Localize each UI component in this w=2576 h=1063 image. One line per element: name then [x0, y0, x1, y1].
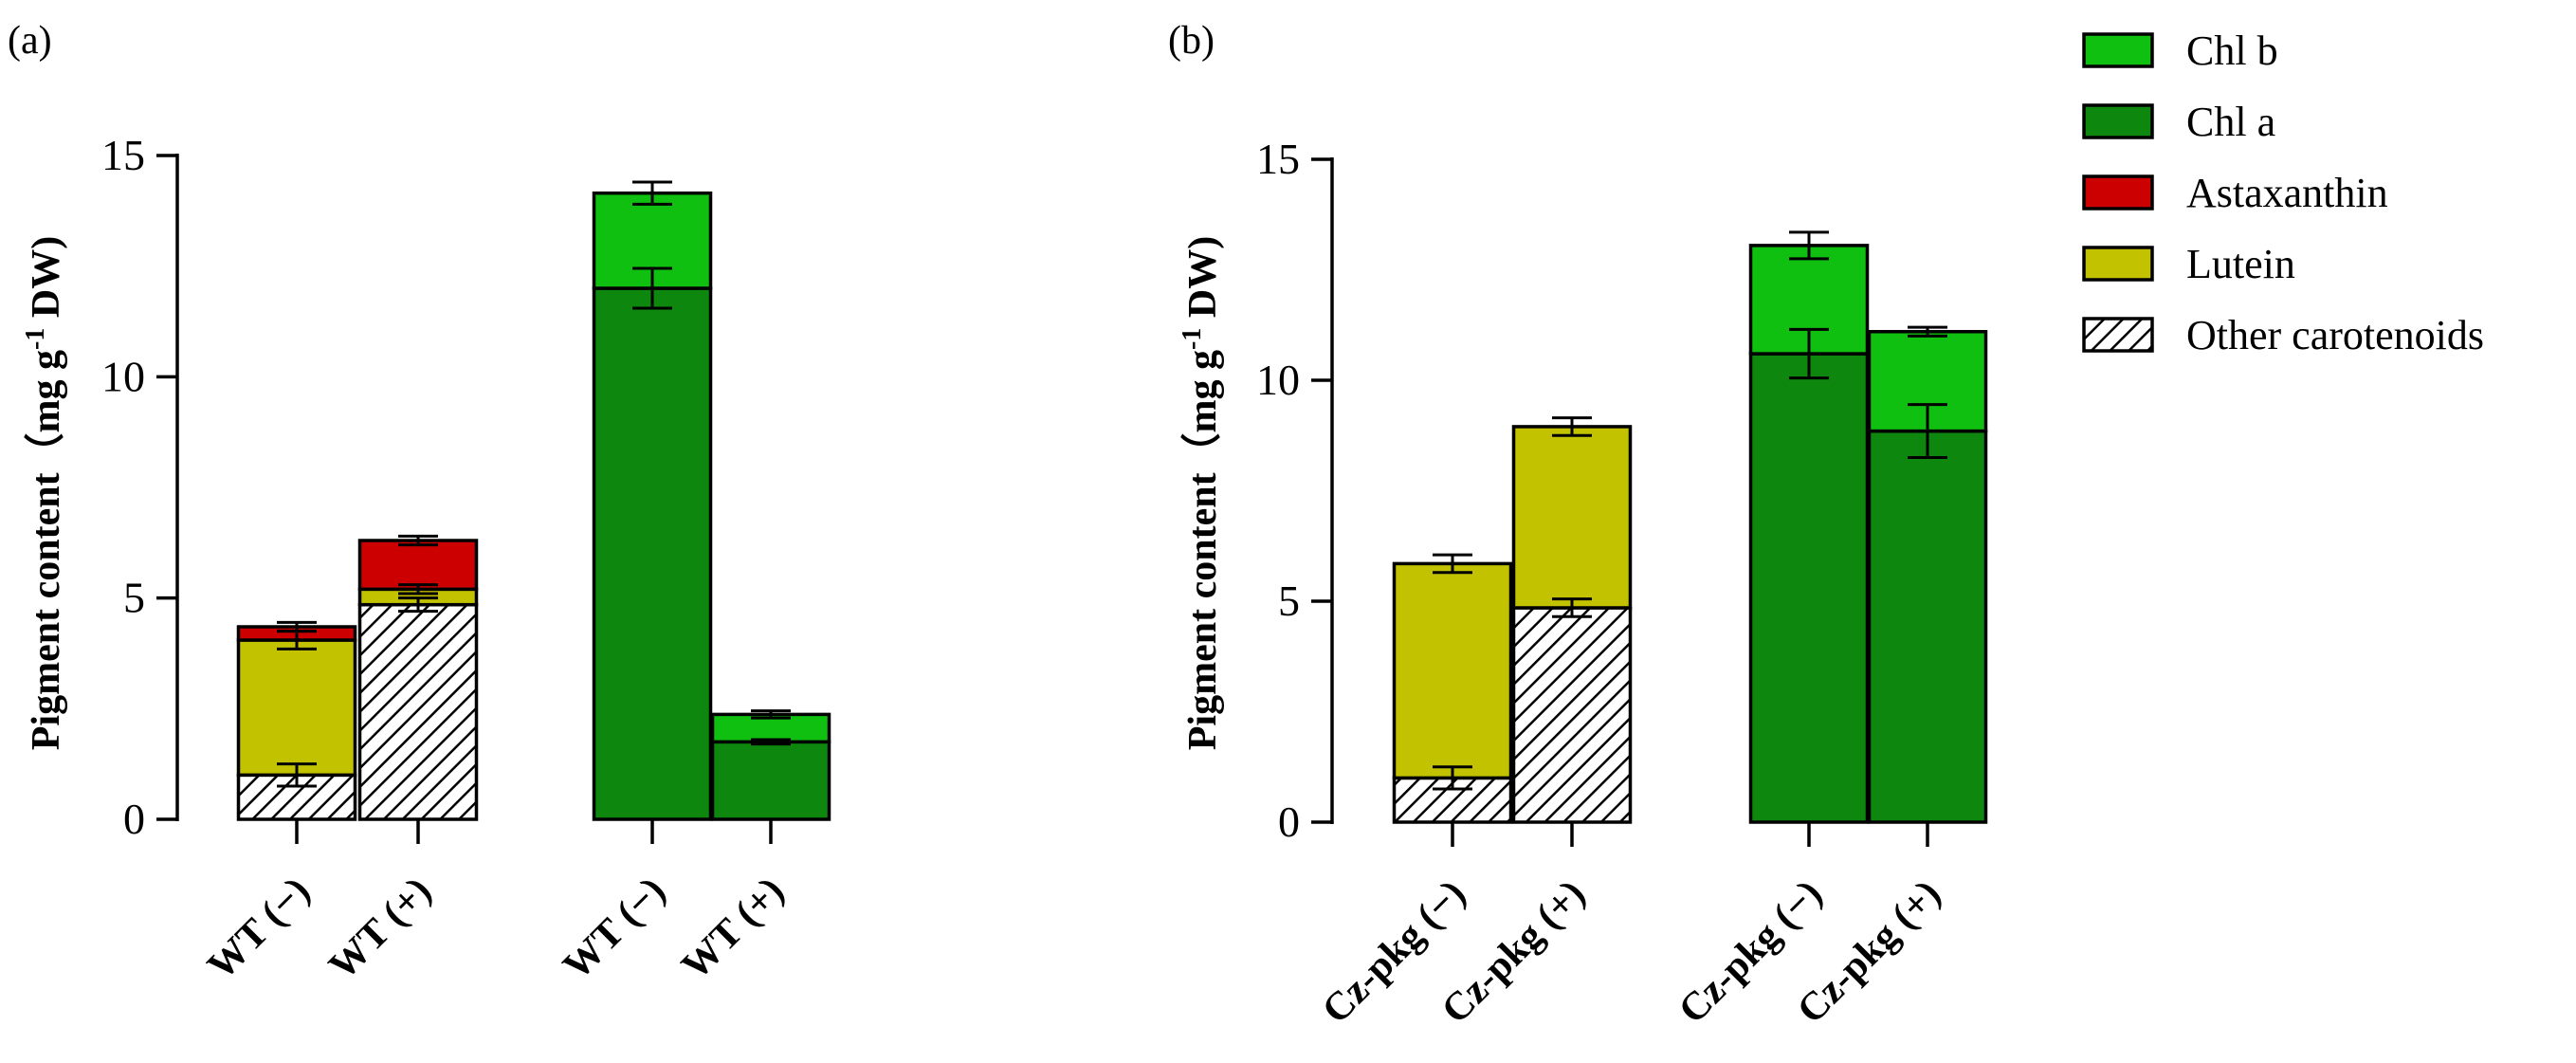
panel-b-bar-2-error-bar-1	[1789, 230, 1829, 261]
panel-a-y-tick-label-0: 0	[123, 795, 145, 843]
legend-item-chl-b: Chl b	[2082, 27, 2278, 74]
panel-b: (b) Pigment content（mg g-1 DW) 0 5 10 15 Cz…	[1168, 19, 1988, 1033]
panel-b-y-axis-title: Pigment content（mg g-1 DW)	[1178, 236, 1225, 750]
panel-a-bar-1-error-bar-2	[398, 534, 438, 547]
legend-label-1: Chl a	[2186, 99, 2275, 145]
panel-a-y-tick-label-1: 5	[123, 574, 145, 622]
panel-b-bar-2-segment-chl-a	[1748, 352, 1870, 824]
panel-a-bar-1-segment-astaxanthin	[357, 539, 479, 592]
panel-a-bar-3-error-bar-1	[751, 709, 791, 720]
panel-a-category-label-0: WT (−)	[199, 870, 319, 989]
panel-a-category-label-3: WT (+)	[673, 870, 793, 989]
panel-a-y-axis-title: Pigment content（mg g-1 DW)	[21, 236, 68, 750]
legend-item-chl-a: Chl a	[2082, 99, 2275, 145]
panel-a-bar-0-error-bar-0	[277, 762, 317, 788]
panel-b-y-ticks: 0 5 10 15	[1256, 135, 1332, 846]
panel-a-bar-1-error-bar-1	[398, 583, 438, 596]
legend-label-2: Astaxanthin	[2186, 170, 2388, 216]
panel-b-bar-1-segment-other-carotenoids	[1511, 606, 1633, 824]
panel-b-bar-0-error-bar-0	[1433, 765, 1472, 791]
panel-b-error-bars	[1433, 230, 1947, 791]
panel-a: (a) Pigment content（mg g-1 DW) 0 5 10 15 WT…	[8, 19, 831, 988]
panel-a-bar-3-error-bar-0	[751, 738, 791, 746]
panel-a-bar-1-error-bar-0	[398, 596, 438, 614]
panel-a-category-label-2: WT (−)	[555, 870, 674, 989]
panel-a-label: (a)	[8, 19, 52, 63]
panel-b-bar-1-segment-lutein	[1511, 425, 1633, 610]
panel-b-bar-0-segment-lutein	[1392, 561, 1513, 780]
panel-b-bar-1-error-bar-1	[1552, 416, 1592, 437]
panel-a-bar-0-segment-lutein	[236, 638, 357, 778]
panel-b-x-ticks: Cz-pkg (−)Cz-pkg (+) Cz-pkg (−)Cz-pkg (+)	[1314, 822, 1949, 1033]
panel-b-bar-3-error-bar-0	[1908, 403, 1947, 460]
panel-b-y-tick-label-1: 5	[1278, 577, 1300, 625]
panel-a-y-tick-label-2: 10	[101, 352, 145, 400]
panel-a-bar-0-error-bar-2	[277, 620, 317, 633]
panel-a-bar-2-segment-chl-a	[592, 286, 713, 821]
panel-a-y-ticks: 0 5 10 15	[101, 131, 177, 843]
legend-item-other-carotenoids: Other carotenoids	[2082, 312, 2484, 358]
panel-a-bar-2-error-bar-1	[632, 180, 672, 206]
legend-label-0: Chl b	[2186, 27, 2278, 74]
panel-a-bars	[236, 180, 831, 821]
panel-a-x-ticks: WT (−) WT (+) WT (−) WT (+)	[199, 819, 793, 988]
panel-a-bar-1-segment-other-carotenoids	[357, 602, 479, 821]
panel-a-y-tick-label-3: 15	[101, 131, 145, 179]
panel-b-y-tick-label-2: 10	[1256, 356, 1300, 404]
panel-b-bars	[1392, 230, 1988, 824]
legend-label-4: Other carotenoids	[2186, 312, 2484, 358]
panel-b-y-tick-label-3: 15	[1256, 135, 1300, 183]
legend-item-lutein: Lutein	[2082, 241, 2295, 287]
legend-swatch-3	[2082, 246, 2154, 282]
panel-b-bar-0-error-bar-1	[1433, 553, 1472, 575]
panel-b-bar-2-error-bar-0	[1789, 327, 1829, 380]
legend-swatch-0	[2082, 32, 2154, 68]
panel-b-y-tick-label-0: 0	[1278, 797, 1300, 846]
legend-label-3: Lutein	[2186, 241, 2295, 287]
legend-swatch-4	[2082, 317, 2154, 353]
panel-b-bar-3-error-bar-1	[1908, 325, 1947, 338]
legend-swatch-2	[2082, 174, 2154, 211]
panel-a-bar-2-error-bar-0	[632, 266, 672, 310]
legend-swatch-1	[2082, 103, 2154, 139]
panel-a-bar-3-segment-chl-a	[710, 740, 831, 821]
panel-a-error-bars	[277, 180, 791, 788]
panel-b-label: (b)	[1168, 19, 1215, 63]
legend-item-astaxanthin: Astaxanthin	[2082, 170, 2388, 216]
panel-b-bar-1-error-bar-0	[1552, 597, 1592, 618]
legend: Chl b Chl a Astaxanthin Lutein Other caroten…	[2082, 27, 2484, 358]
panel-b-bar-3-segment-chl-a	[1867, 429, 1988, 824]
panel-a-category-label-1: WT (+)	[320, 870, 440, 989]
